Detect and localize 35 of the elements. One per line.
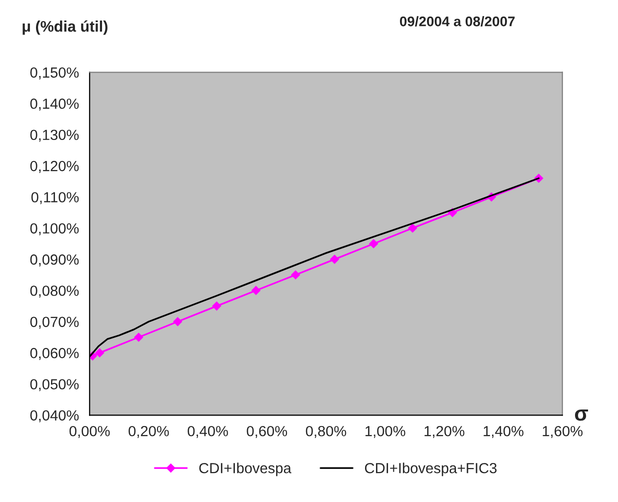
y-tick-label: 0,150%: [30, 67, 79, 80]
x-tick-label: 1,20%: [424, 426, 464, 438]
x-tick-label: 0,20%: [128, 426, 169, 438]
y-tick-label: 0,110%: [31, 192, 79, 204]
x-tick-label: 1,60%: [542, 426, 583, 438]
y-tick-label: 0,060%: [30, 348, 79, 360]
point: [173, 317, 182, 326]
point: [330, 254, 340, 264]
x-axis-title: σ: [575, 410, 588, 421]
point: [408, 224, 418, 233]
y-tick-label: 0,070%: [30, 316, 79, 329]
y-tick-label: 0,050%: [30, 379, 79, 392]
x-tick-label: 1,40%: [484, 426, 524, 438]
legend-label: CDI+Ibovespa: [199, 462, 292, 476]
y-tick-label: 0,080%: [30, 286, 79, 298]
x-tick-label: 0,80%: [306, 426, 346, 438]
y-tick-label: 0,100%: [30, 223, 79, 236]
legend-label: CDI+Ibovespa+FIC3: [365, 462, 497, 476]
point: [291, 270, 300, 280]
x-tick-label: 0,00%: [70, 426, 110, 438]
y-axis-title: μ (%dia útil): [22, 20, 108, 35]
chart-title: 09/2004 a 08/2007: [400, 16, 515, 26]
point: [95, 348, 104, 358]
point: [252, 286, 260, 295]
point: [369, 239, 378, 248]
x-tick-label: 1,00%: [366, 426, 406, 438]
point: [134, 332, 144, 342]
y-tick-label: 0,120%: [30, 160, 79, 173]
y-tick-label: 0,140%: [30, 98, 79, 111]
y-tick-label: 0,040%: [30, 410, 79, 422]
x-tick-label: 0,40%: [188, 426, 228, 438]
y-tick-label: 0,090%: [30, 254, 79, 266]
y-tick-label: 0,130%: [30, 130, 79, 142]
point: [212, 302, 222, 311]
x-tick-label: 0,60%: [246, 426, 288, 438]
